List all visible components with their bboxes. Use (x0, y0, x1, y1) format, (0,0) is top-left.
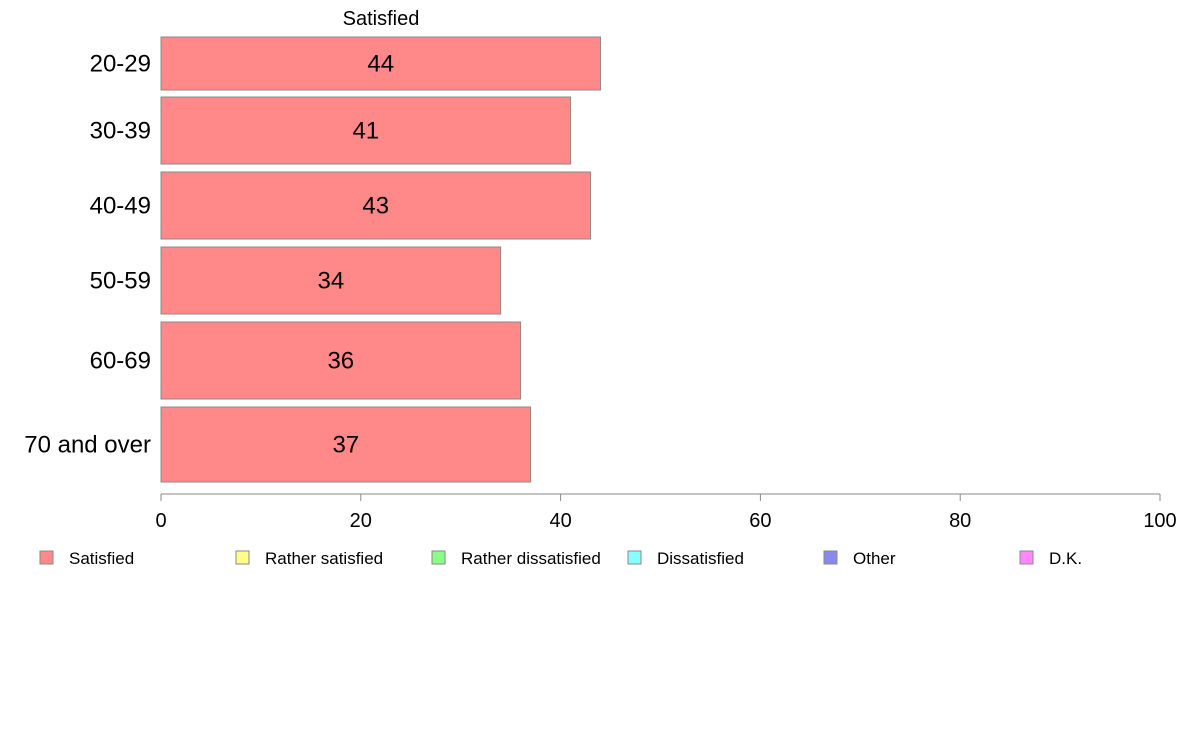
category-label: 30-39 (90, 118, 151, 145)
bar-40-49 (160, 171, 592, 240)
category-label: 20-29 (90, 51, 151, 78)
data-label: 44 (367, 51, 394, 78)
x-tick-label: 0 (155, 510, 166, 532)
x-tick-label: 40 (549, 510, 571, 532)
bars-group: 20-29 44 30-39 41 40-49 43 50-59 34 60-69 36 70 an… (24, 36, 602, 483)
legend-label: Satisfied (69, 549, 134, 568)
bar-30-39 (160, 96, 572, 165)
category-label: 60-69 (90, 348, 151, 375)
category-label: 70 and over (24, 432, 151, 459)
legend-label: Other (853, 549, 896, 568)
x-tick-label: 20 (350, 510, 372, 532)
x-tick-label: 80 (949, 510, 971, 532)
legend-label: D.K. (1049, 549, 1082, 568)
legend-swatch (823, 550, 838, 565)
category-label: 40-49 (90, 193, 151, 220)
x-axis: 0 20 40 60 80 100 (155, 493, 1177, 532)
data-label: 41 (352, 118, 379, 145)
data-label: 34 (317, 268, 344, 295)
bar-70-and-over (160, 406, 532, 483)
data-label: 36 (327, 348, 354, 375)
legend-swatch (39, 550, 54, 565)
legend: Satisfied Rather satisfied Rather dissatis… (39, 549, 1082, 568)
x-tick-label: 100 (1143, 510, 1176, 532)
bar-50-59 (160, 246, 502, 315)
legend-swatch (1019, 550, 1034, 565)
data-label: 37 (332, 432, 359, 459)
bar-60-69 (160, 321, 522, 400)
bar-20-29 (160, 36, 602, 91)
x-tick-label: 60 (749, 510, 771, 532)
legend-label: Rather satisfied (265, 549, 383, 568)
legend-label: Rather dissatisfied (461, 549, 601, 568)
legend-swatch (235, 550, 250, 565)
legend-swatch (627, 550, 642, 565)
legend-swatch (431, 550, 446, 565)
chart-title: Satisfied (343, 8, 420, 30)
data-label: 43 (362, 193, 389, 220)
legend-label: Dissatisfied (657, 549, 744, 568)
category-label: 50-59 (90, 268, 151, 295)
